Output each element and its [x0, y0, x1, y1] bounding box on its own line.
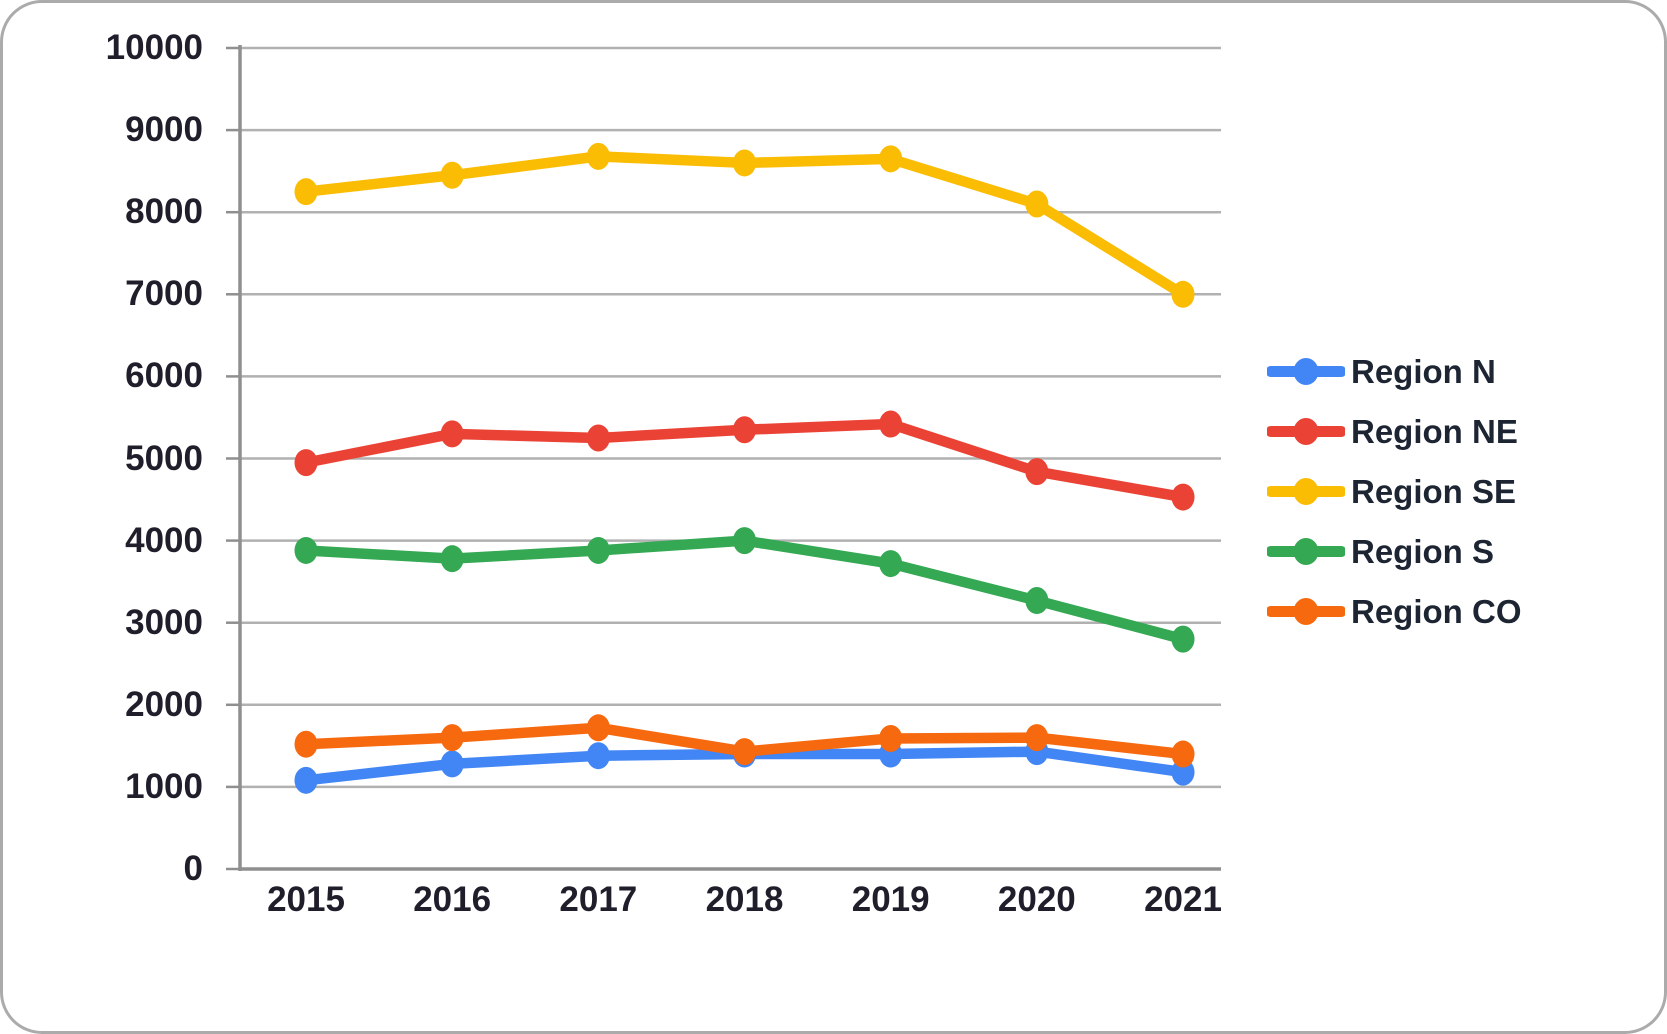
data-point	[1025, 587, 1049, 615]
data-point	[1025, 724, 1049, 752]
data-point	[440, 724, 464, 752]
series-line-3	[300, 535, 1189, 645]
y-tick-label: 8000	[125, 192, 203, 232]
data-point	[440, 420, 464, 448]
legend-label: Region SE	[1351, 472, 1517, 510]
legend-item-3: Region S	[1267, 532, 1522, 570]
legend-marker-icon	[1267, 598, 1345, 625]
y-tick-label: 3000	[125, 602, 203, 642]
data-point	[586, 714, 610, 742]
y-tick-label: 5000	[125, 438, 203, 478]
data-point	[879, 410, 903, 438]
legend-item-0: Region N	[1267, 352, 1522, 390]
x-tick-label: 2021	[1144, 880, 1222, 919]
x-tick-label: 2018	[705, 880, 784, 919]
data-point	[294, 730, 318, 758]
y-tick-label: 4000	[125, 520, 203, 560]
y-tick-label: 1000	[125, 766, 203, 806]
legend-label: Region CO	[1351, 592, 1522, 630]
data-point	[294, 536, 318, 564]
data-point	[879, 145, 903, 173]
data-point	[1025, 190, 1049, 218]
data-point	[440, 161, 464, 189]
x-tick-label: 2016	[413, 880, 492, 919]
legend-label: Region NE	[1351, 412, 1518, 450]
data-point	[1171, 483, 1195, 511]
y-tick-label: 9000	[125, 110, 203, 150]
legend-label: Region N	[1351, 352, 1496, 390]
legend-item-1: Region NE	[1267, 412, 1522, 450]
y-tick-label: 2000	[125, 684, 203, 724]
data-point	[586, 424, 610, 452]
x-tick-label: 2015	[267, 880, 345, 919]
y-tick-label: 10000	[105, 28, 203, 67]
x-tick-label: 2019	[851, 880, 930, 919]
data-point	[1171, 625, 1195, 653]
data-point	[733, 527, 757, 555]
data-point	[1171, 740, 1195, 768]
legend-marker-icon	[1267, 418, 1345, 445]
legend-item-2: Region SE	[1267, 472, 1522, 510]
data-point	[440, 750, 464, 778]
x-tick-label: 2020	[997, 880, 1076, 919]
data-point	[879, 724, 903, 752]
data-point	[294, 178, 318, 206]
data-point	[440, 545, 464, 573]
data-point	[733, 738, 757, 766]
y-tick-label: 0	[183, 849, 203, 888]
legend-marker-icon	[1267, 358, 1345, 385]
data-point	[294, 449, 318, 477]
data-point	[1171, 280, 1195, 308]
line-chart	[226, 45, 1221, 871]
data-point	[733, 149, 757, 177]
data-point	[586, 742, 610, 770]
data-point	[733, 416, 757, 444]
data-point	[586, 142, 610, 170]
legend-marker-icon	[1267, 538, 1345, 565]
y-tick-label: 7000	[125, 274, 203, 314]
legend-marker-icon	[1267, 478, 1345, 505]
y-tick-label: 6000	[125, 356, 203, 396]
data-point	[586, 536, 610, 564]
data-point	[879, 550, 903, 578]
series-line-2	[300, 151, 1189, 300]
data-point	[1025, 458, 1049, 486]
legend-item-4: Region CO	[1267, 592, 1522, 630]
x-tick-label: 2017	[559, 880, 638, 919]
chart-legend: Region N Region NE Region SE Region S Region…	[1267, 352, 1522, 655]
data-point	[294, 766, 318, 794]
legend-label: Region S	[1351, 532, 1495, 570]
